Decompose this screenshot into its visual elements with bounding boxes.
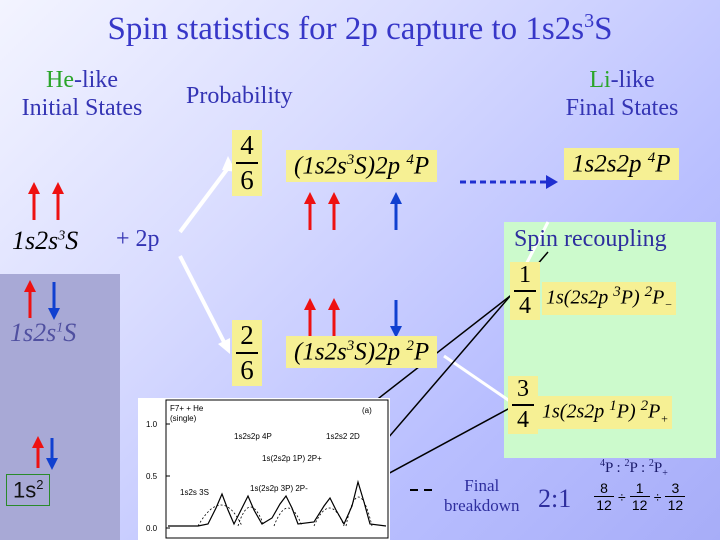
slide-title: Spin statistics for 2p capture to 1s2s3S [107, 10, 613, 47]
spectrum-svg [165, 399, 389, 539]
arrowhead-doublet [218, 338, 230, 354]
spin-arrows-singlet [24, 280, 64, 325]
spin-up-down-icon [24, 280, 60, 320]
final-breakdown-label: Final breakdown [444, 476, 520, 515]
state-triplet: 1s2s3S [12, 226, 79, 255]
ratio-fractions: 8 12 ÷ 1 12 ÷ 3 12 [594, 480, 686, 513]
term-final-quartet: 1s2s2p 4P [564, 148, 679, 181]
ratio-frac-3: 3 12 [665, 480, 686, 513]
spin-pair-icon [32, 436, 58, 470]
initial-states-header: He-like Initial States [21, 67, 143, 121]
final-states-header: Li-like Final States [565, 67, 679, 121]
line-to-doublet [178, 255, 226, 343]
line-recouple-2 [443, 354, 515, 406]
spin-arrows-doublet [304, 298, 404, 343]
recouple-plus: 1s(2s2p 1P) 2P+ [538, 396, 673, 429]
spin-up-up-down-icon [304, 298, 402, 338]
probability-header: Probability [186, 83, 293, 109]
fit-curves [197, 496, 373, 527]
spin-recoupling-label: Spin recoupling [514, 226, 667, 252]
plus-2p: + 2p [116, 226, 160, 252]
ratio-header: 4P : 2P : 2P+ [600, 458, 668, 479]
dotted-arrowhead [546, 175, 558, 189]
state-singlet: 1s2s1S [10, 318, 77, 347]
line-to-quartet [178, 166, 230, 234]
spin-up-up-up-icon [304, 192, 402, 230]
spin-arrows-ground [32, 436, 62, 475]
term-quartet: (1s2s3S)2p 4P [286, 150, 438, 183]
ratio-value: 2:1 [538, 484, 572, 513]
singlet-panel [0, 274, 120, 540]
spectrum-plot: F7+ + He (single) (a) 1.0 0.5 0.0 1s2s2p… [138, 398, 390, 540]
state-ground: 1s2 [6, 474, 51, 507]
recouple-minus: 1s(2s2p 3P) 2P− [542, 282, 677, 315]
spin-up-up-icon [28, 182, 64, 220]
ratio-frac-1: 8 12 [594, 480, 614, 513]
term-doublet: (1s2s3S)2p 2P [286, 336, 438, 369]
spin-arrows-triplet [28, 182, 68, 227]
ratio-frac-2: 1 12 [629, 480, 650, 513]
spin-arrows-quartet [304, 192, 404, 237]
